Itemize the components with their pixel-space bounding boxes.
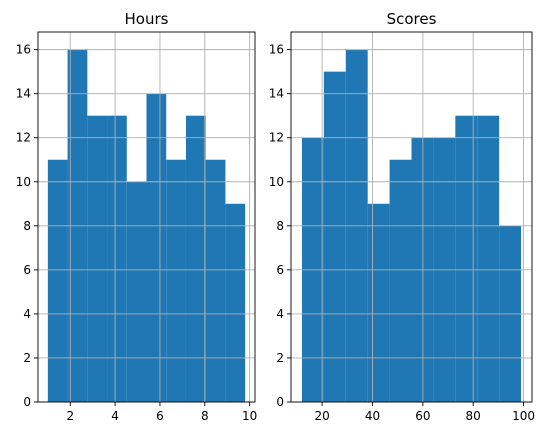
histogram-bar — [146, 93, 167, 403]
x-tick-label: 40 — [365, 409, 380, 423]
histogram-bar — [185, 115, 206, 402]
histogram-scores: Scores 20 40 60 80 100 0 2 4 6 8 10 12 14 16 — [269, 10, 535, 423]
histogram-bar — [455, 115, 478, 402]
x-tick-label: 20 — [314, 409, 329, 423]
histogram-hours: Hours 2 4 6 8 10 0 2 4 6 8 10 12 14 16 — [16, 10, 258, 423]
y-tick-label: 12 — [269, 131, 284, 145]
x-tick-label: 60 — [415, 409, 430, 423]
y-tick-label: 10 — [269, 175, 284, 189]
y-tick-label: 8 — [23, 219, 31, 233]
y-tick-label: 6 — [276, 263, 284, 277]
y-tick-label: 14 — [16, 87, 31, 101]
y-tick-label: 2 — [276, 351, 284, 365]
histogram-bar — [477, 115, 500, 402]
axes-frame — [37, 31, 256, 403]
histogram-bar — [107, 115, 127, 402]
y-tick-label: 6 — [23, 263, 31, 277]
histogram-bar — [225, 203, 246, 402]
histogram-bar — [47, 159, 68, 402]
y-tick-label: 12 — [16, 131, 31, 145]
y-tick-label: 0 — [276, 395, 284, 409]
histogram-bar — [205, 159, 226, 402]
x-tick-label: 4 — [111, 409, 119, 423]
chart-title: Scores — [387, 10, 437, 28]
chart-title: Hours — [125, 10, 169, 28]
y-tick-label: 4 — [23, 307, 31, 321]
y-tick-label: 16 — [269, 43, 284, 57]
x-tick-label: 80 — [466, 409, 481, 423]
y-tick-label: 4 — [276, 307, 284, 321]
x-tick-label: 100 — [512, 409, 535, 423]
y-tick-label: 8 — [276, 219, 284, 233]
x-tick-label: 10 — [242, 409, 257, 423]
y-tick-label: 16 — [16, 43, 31, 57]
histogram-bar — [389, 159, 412, 402]
histogram-bar — [367, 203, 390, 402]
y-tick-label: 2 — [23, 351, 31, 365]
histogram-bar — [126, 181, 147, 402]
histogram-bar — [323, 71, 346, 403]
x-tick-label: 6 — [156, 409, 164, 423]
y-tick-label: 14 — [269, 87, 284, 101]
axes-frame — [290, 31, 533, 403]
histogram-bar — [87, 115, 108, 402]
x-tick-label: 2 — [66, 409, 74, 423]
x-tick-label: 8 — [201, 409, 209, 423]
histogram-bar — [166, 159, 186, 402]
y-tick-label: 0 — [23, 395, 31, 409]
y-tick-label: 10 — [16, 175, 31, 189]
